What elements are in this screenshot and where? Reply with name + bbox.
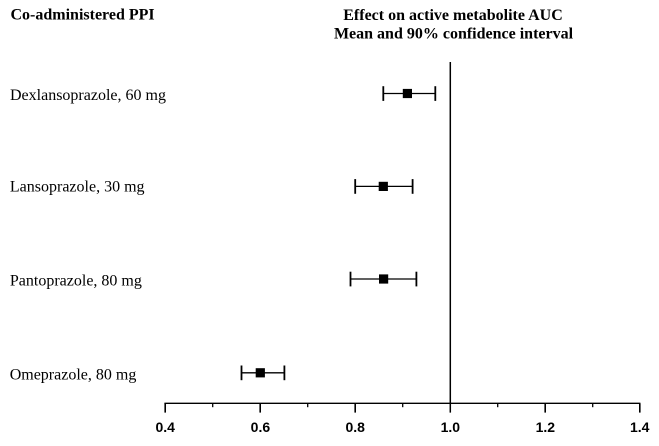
svg-text:Lansoprazole, 30 mg: Lansoprazole, 30 mg xyxy=(10,179,145,196)
svg-text:0.4: 0.4 xyxy=(155,419,175,435)
svg-text:1.4: 1.4 xyxy=(630,419,650,435)
svg-text:1.0: 1.0 xyxy=(441,419,461,435)
svg-text:Effect on active metabolite AU: Effect on active metabolite AUC xyxy=(343,7,563,24)
svg-text:Pantoprazole, 80 mg: Pantoprazole, 80 mg xyxy=(10,273,142,290)
svg-text:Omeprazole, 80 mg: Omeprazole, 80 mg xyxy=(10,367,137,384)
svg-text:Co-administered PPI: Co-administered PPI xyxy=(11,7,155,24)
svg-text:0.8: 0.8 xyxy=(345,419,365,435)
svg-text:Mean and 90% confidence interv: Mean and 90% confidence interval xyxy=(334,26,574,43)
svg-text:Dexlansoprazole, 60 mg: Dexlansoprazole, 60 mg xyxy=(10,87,166,104)
svg-text:1.2: 1.2 xyxy=(536,419,556,435)
svg-text:0.6: 0.6 xyxy=(251,419,271,435)
